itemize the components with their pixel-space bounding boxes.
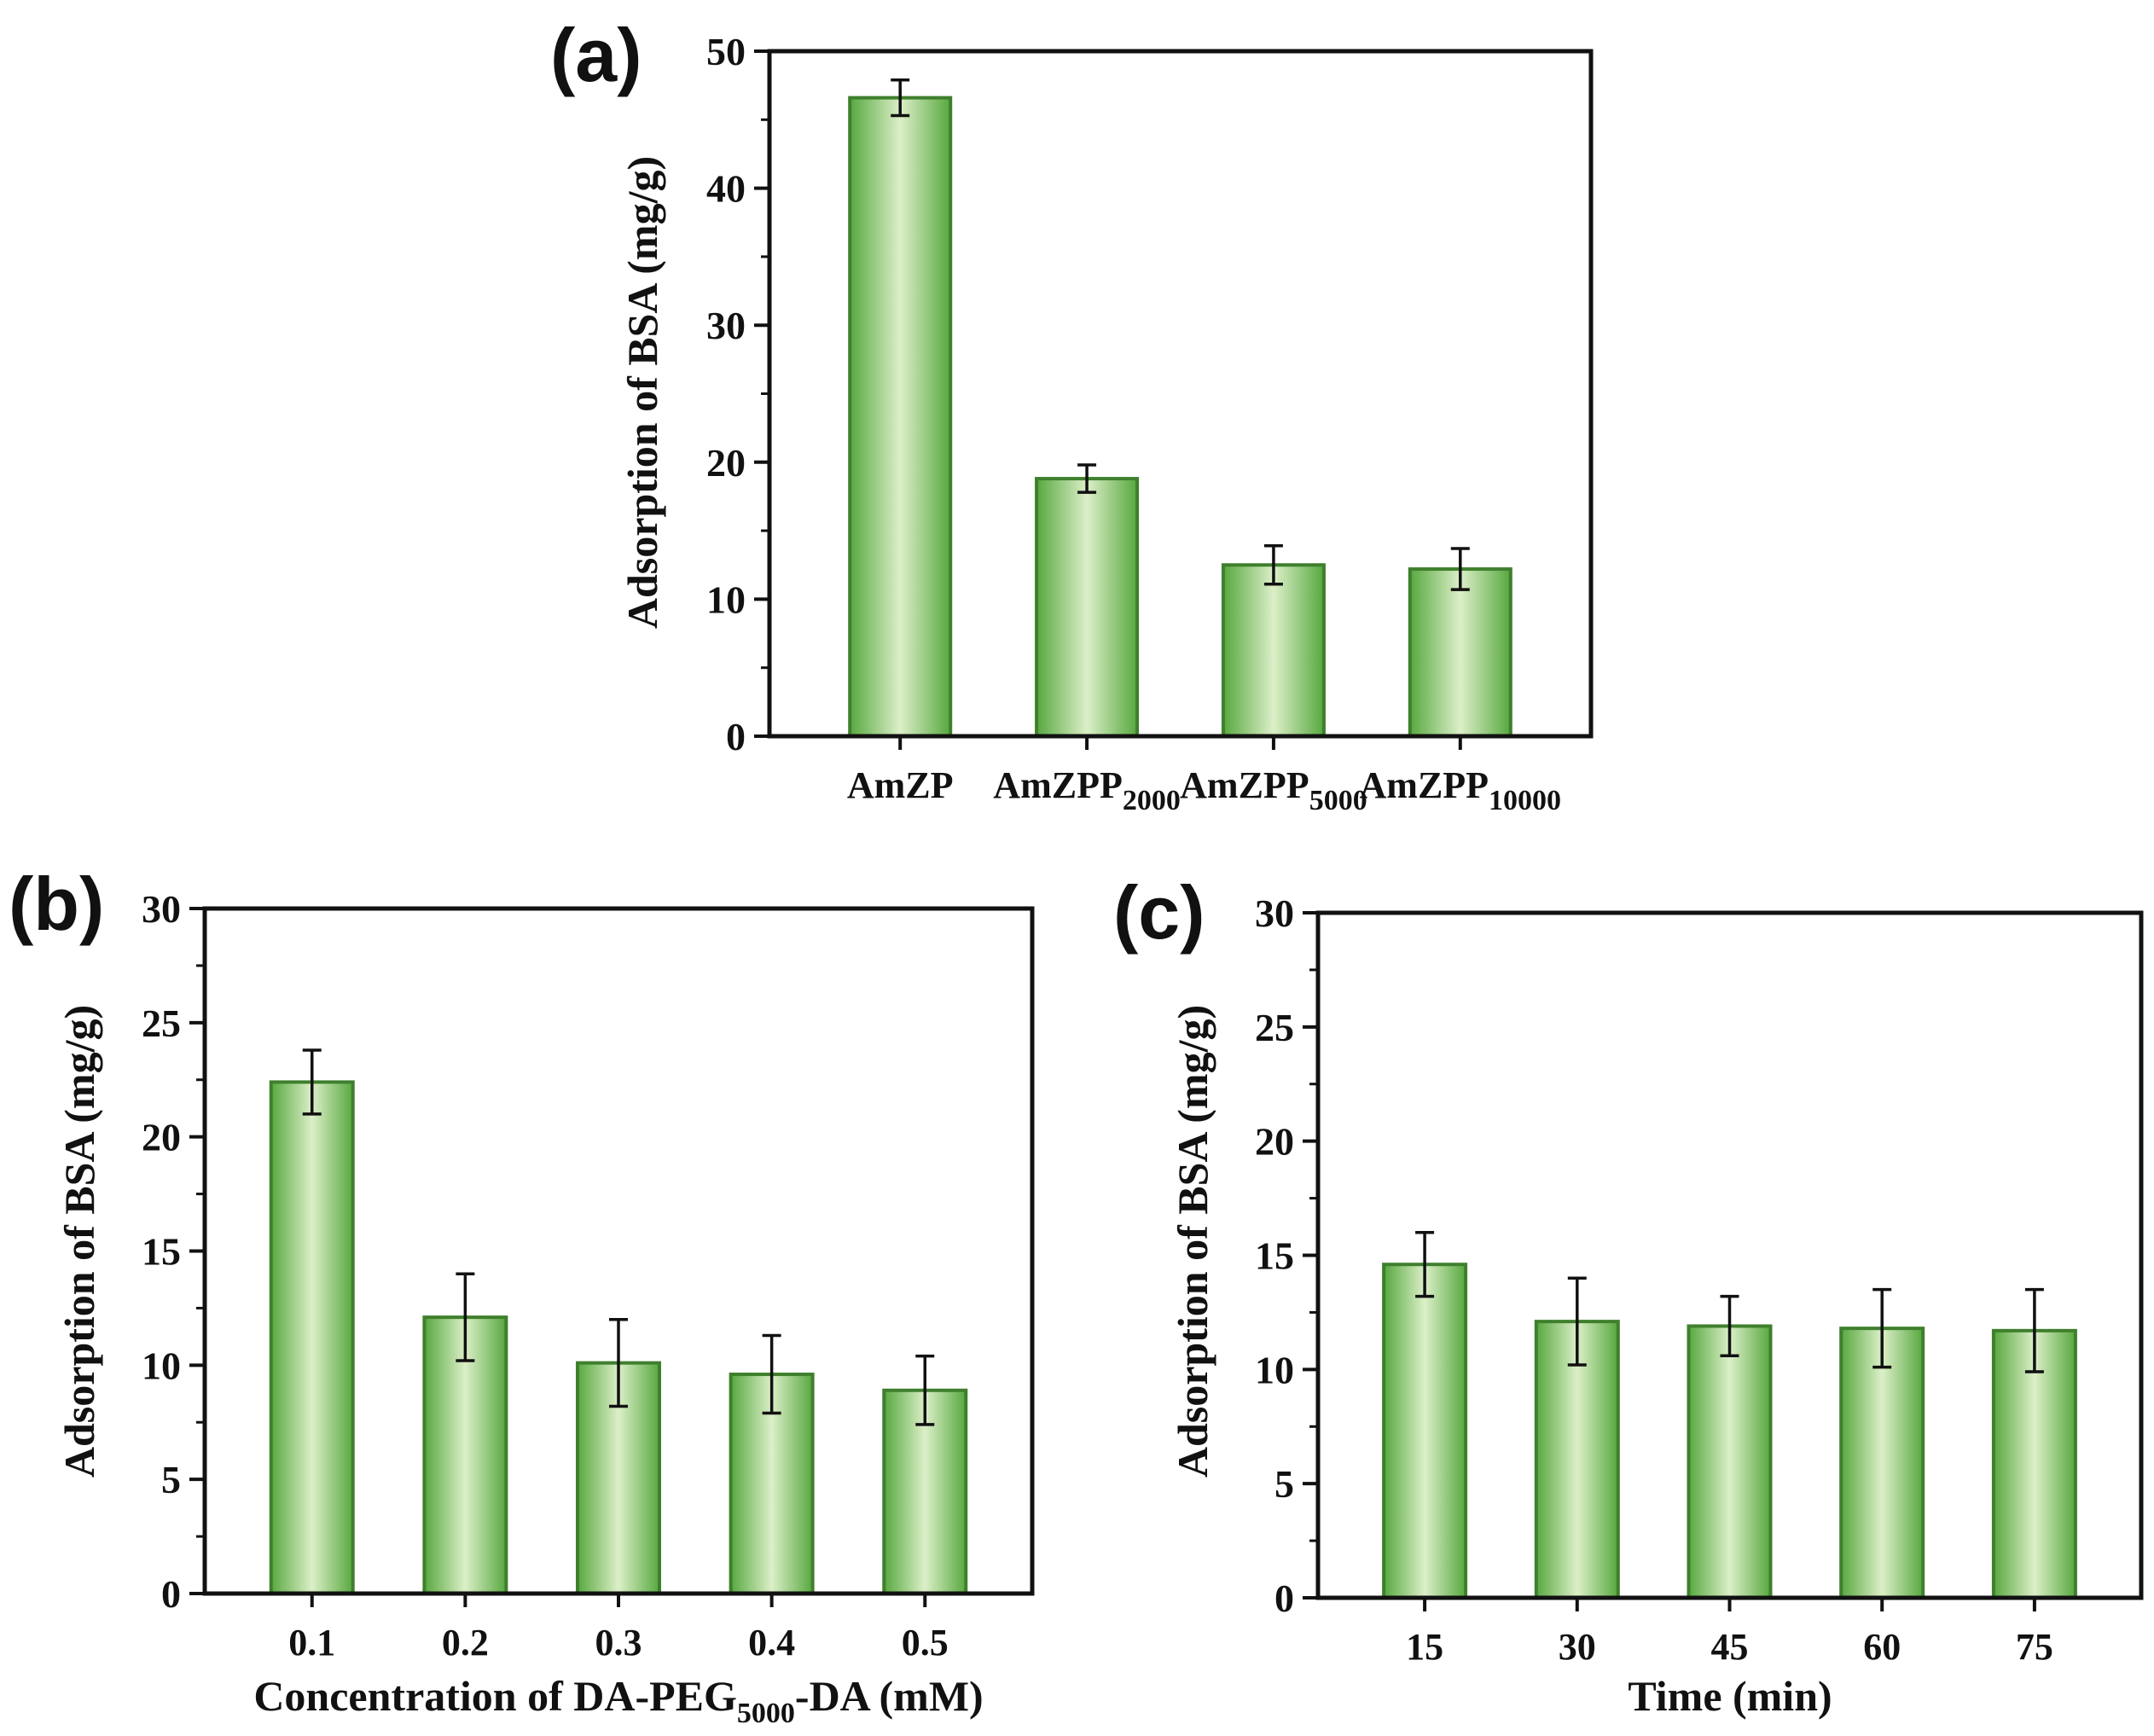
y-tick-label-a-3: 30	[706, 304, 746, 347]
plot-frame-a	[767, 49, 1594, 739]
y-axis-a: 0 10 20 30 40 50	[706, 30, 769, 758]
y-tick-label-b-1: 5	[161, 1458, 181, 1501]
x-axis-title-b: Concentration of DA-PEG5000-DA (mM)	[253, 1672, 983, 1729]
x-tick-label-main-b-3: 0.4	[748, 1622, 795, 1663]
x-axis-c: 15 30 45 60 75	[1406, 1598, 2053, 1668]
x-tick-label-main-c-3: 60	[1863, 1626, 1901, 1668]
y-tick-label-c-6: 30	[1255, 891, 1294, 935]
chart-panel-b: (b) Adsorption of BSA (mg/g) 0 5 10 15 20 25 3…	[9, 862, 1035, 1729]
panel-label-c: (c)	[1113, 870, 1205, 955]
bars-a	[848, 96, 1512, 739]
bars-b	[269, 1080, 968, 1596]
bar-c-3	[1839, 1327, 1925, 1600]
x-tick-label-main-b-4: 0.5	[902, 1622, 949, 1663]
y-tick-label-b-0: 0	[161, 1572, 181, 1616]
y-axis-title-c: Adsorption of BSA (mg/g)	[1169, 1005, 1216, 1478]
y-tick-label-a-2: 20	[706, 441, 746, 485]
y-tick-label-c-2: 10	[1255, 1348, 1294, 1391]
y-tick-label-b-3: 15	[142, 1230, 181, 1274]
x-tick-label-a-2: AmZPP5000	[1180, 764, 1367, 816]
y-tick-label-c-1: 5	[1274, 1462, 1294, 1506]
x-tick-label-main-b-2: 0.3	[595, 1622, 642, 1663]
x-tick-label-c-1: 30	[1559, 1626, 1596, 1668]
panel-label-b: (b)	[9, 862, 104, 946]
bar-c-4	[1991, 1328, 2077, 1600]
x-axis-title-c: Time (min)	[1628, 1672, 1832, 1720]
bars-c	[1382, 1263, 2077, 1600]
x-axis-title-b-tail: -DA (mM)	[795, 1672, 984, 1720]
x-tick-label-c-4: 75	[2016, 1626, 2053, 1668]
x-tick-label-b-3: 0.4	[748, 1622, 795, 1663]
y-tick-label-c-3: 15	[1255, 1234, 1294, 1278]
y-axis-c: 0 5 10 15 20 25 30	[1255, 891, 1318, 1620]
x-tick-label-sub-a-3: 10000	[1489, 785, 1561, 816]
y-tick-label-c-0: 0	[1274, 1576, 1294, 1620]
x-tick-label-main-b-0: 0.1	[288, 1622, 335, 1663]
x-tick-label-a-0: AmZP	[847, 764, 954, 806]
x-tick-label-main-c-2: 45	[1711, 1626, 1749, 1668]
y-tick-label-c-5: 25	[1255, 1006, 1294, 1049]
x-tick-label-a-1: AmZPP2000	[993, 764, 1181, 816]
panel-label-a: (a)	[550, 13, 642, 97]
x-tick-label-main-b-1: 0.2	[442, 1622, 489, 1663]
x-tick-label-b-2: 0.3	[595, 1622, 642, 1663]
y-tick-label-b-2: 10	[142, 1344, 181, 1387]
y-tick-label-c-4: 20	[1255, 1120, 1294, 1164]
y-axis-b: 0 5 10 15 20 25 30	[142, 887, 205, 1616]
x-tick-label-b-1: 0.2	[442, 1622, 489, 1663]
bar-c-2	[1687, 1324, 1773, 1600]
x-tick-label-main-a-0: AmZP	[847, 764, 954, 806]
x-axis-title-c-main: Time (min)	[1628, 1672, 1832, 1720]
x-tick-label-main-a-2: AmZPP	[1180, 764, 1309, 806]
y-tick-label-b-5: 25	[142, 1002, 181, 1045]
bar-a-1	[1035, 477, 1140, 739]
error-bars-a	[891, 78, 1470, 591]
x-tick-label-c-2: 45	[1711, 1626, 1749, 1668]
x-tick-label-main-a-3: AmZPP	[1360, 764, 1489, 806]
bar-a-0	[848, 96, 953, 738]
bar-c-0	[1382, 1263, 1468, 1600]
y-tick-label-a-1: 10	[706, 578, 746, 621]
x-tick-label-main-c-0: 15	[1406, 1626, 1443, 1668]
chart-panel-c: (c) Adsorption of BSA (mg/g) 0 5 10 15 20 25 3…	[1113, 870, 2144, 1720]
x-axis-title-b-main: Concentration of DA-PEG	[253, 1672, 737, 1720]
x-tick-label-a-3: AmZPP10000	[1360, 764, 1562, 816]
bar-a-3	[1408, 567, 1512, 738]
y-tick-label-a-0: 0	[726, 715, 746, 758]
y-tick-label-b-6: 30	[142, 887, 181, 931]
x-tick-label-main-a-1: AmZPP	[993, 764, 1123, 806]
x-axis-title-b-sub: 5000	[737, 1698, 795, 1729]
y-tick-label-a-5: 50	[706, 30, 746, 73]
x-tick-label-c-3: 60	[1863, 1626, 1901, 1668]
x-tick-label-main-c-4: 75	[2016, 1626, 2053, 1668]
x-tick-label-c-0: 15	[1406, 1626, 1443, 1668]
y-tick-label-a-4: 40	[706, 167, 746, 211]
bar-a-2	[1221, 563, 1326, 738]
bar-b-0	[269, 1080, 355, 1595]
y-tick-label-b-4: 20	[142, 1116, 181, 1159]
y-axis-title-a: Adsorption of BSA (mg/g)	[618, 156, 666, 629]
x-tick-label-b-0: 0.1	[288, 1622, 335, 1663]
error-bars-b	[302, 1048, 935, 1426]
x-tick-label-main-c-1: 30	[1559, 1626, 1596, 1668]
y-axis-title-b: Adsorption of BSA (mg/g)	[55, 1005, 103, 1478]
chart-panel-a: (a) Adsorption of BSA (mg/g) 0 10 20 30 40 50…	[550, 13, 1594, 816]
bar-c-1	[1534, 1320, 1620, 1600]
error-bars-c	[1415, 1230, 2044, 1373]
x-tick-label-sub-a-2: 5000	[1309, 785, 1367, 816]
x-tick-label-b-4: 0.5	[902, 1622, 949, 1663]
x-tick-label-sub-a-1: 2000	[1123, 785, 1181, 816]
x-axis-b: 0.1 0.2 0.3 0.4 0.5	[288, 1594, 949, 1663]
